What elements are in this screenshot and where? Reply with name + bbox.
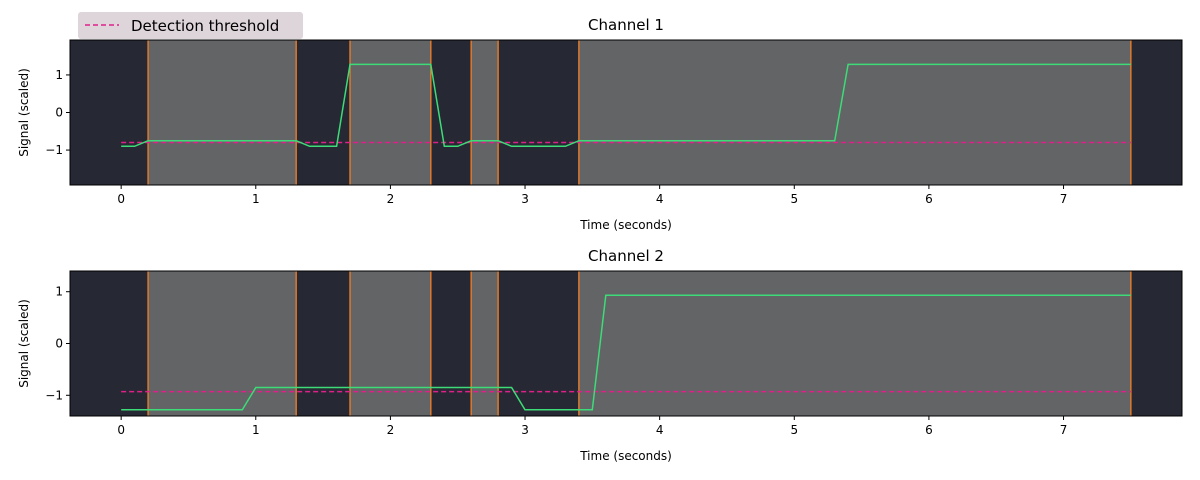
x-tick-label-1-5: 4 <box>656 192 664 206</box>
chart-title-2: Channel 2 <box>588 247 664 265</box>
x-tick-label-2-3: 2 <box>387 423 395 437</box>
y-tick-label-1-2: 0 <box>55 106 63 120</box>
x-tick-label-2-7: 6 <box>925 423 933 437</box>
active-interval-2-4 <box>578 271 1131 416</box>
y-tick-label-2-1: −1 <box>45 388 63 402</box>
active-interval-2-2 <box>350 271 431 416</box>
x-tick-label-2-6: 5 <box>790 423 798 437</box>
y-tick-label-2-3: 1 <box>55 285 63 299</box>
active-interval-2-1 <box>148 271 297 416</box>
y-tick-label-1-1: −1 <box>45 143 63 157</box>
signal-line-1-1 <box>121 63 1131 148</box>
x-tick-label-2-4: 3 <box>521 423 529 437</box>
y-axis-label-1: Signal (scaled) <box>17 68 31 157</box>
y-axis-label-2: Signal (scaled) <box>17 299 31 388</box>
legend-threshold-label: Detection threshold <box>131 17 279 35</box>
x-tick-label-2-2: 1 <box>252 423 260 437</box>
legend: Detection threshold <box>78 12 303 39</box>
chart-title-1: Channel 1 <box>588 16 664 34</box>
x-tick-label-1-6: 5 <box>790 192 798 206</box>
active-interval-1-3 <box>471 40 499 185</box>
x-tick-label-1-8: 7 <box>1060 192 1068 206</box>
active-interval-1-1 <box>148 40 297 185</box>
x-tick-label-1-4: 3 <box>521 192 529 206</box>
active-interval-1-4 <box>578 40 1131 185</box>
chart-panel-1: 0 1 2 3 4 5 6 7 −1 0 1 Channel 1 Time (seconds) Signa… <box>17 16 1183 232</box>
x-tick-label-2-5: 4 <box>656 423 664 437</box>
active-interval-1-2 <box>350 40 431 185</box>
legend-background <box>78 12 303 39</box>
chart-panel-2: 0 1 2 3 4 5 6 7 −1 0 1 Channel 2 Time (seconds) Signa… <box>17 247 1183 463</box>
y-tick-label-1-3: 1 <box>55 68 63 82</box>
x-tick-label-1-3: 2 <box>387 192 395 206</box>
active-interval-2-3 <box>471 271 499 416</box>
x-axis-label-1: Time (seconds) <box>579 218 672 232</box>
x-tick-label-2-1: 0 <box>117 423 125 437</box>
x-tick-label-2-8: 7 <box>1060 423 1068 437</box>
x-axis-label-2: Time (seconds) <box>579 449 672 463</box>
x-tick-label-1-1: 0 <box>117 192 125 206</box>
signal-line-2-1 <box>121 294 1131 411</box>
x-tick-label-1-7: 6 <box>925 192 933 206</box>
x-tick-label-1-2: 1 <box>252 192 260 206</box>
y-tick-label-2-2: 0 <box>55 337 63 351</box>
